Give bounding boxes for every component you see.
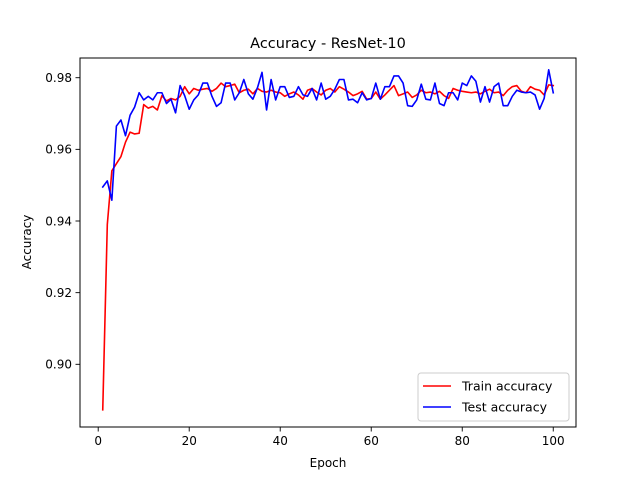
x-tick-label: 0: [94, 434, 102, 448]
series-lines: [101, 69, 555, 411]
y-tick-label: 0.96: [45, 143, 72, 157]
y-axis-ticks: 0.90 0.92 0.94 0.96 0.98: [45, 71, 80, 372]
y-axis-label: Accuracy: [20, 215, 34, 270]
x-tick-label: 100: [542, 434, 565, 448]
series-line-test: [101, 69, 555, 202]
chart-title: Accuracy - ResNet-10: [250, 36, 406, 52]
legend-box: [417, 372, 570, 422]
y-tick-label: 0.98: [45, 71, 72, 85]
legend: Train accuracy Test accuracy: [417, 372, 570, 422]
x-tick-label: 20: [182, 434, 197, 448]
x-tick-label: 40: [273, 434, 288, 448]
plot-frame: [79, 57, 577, 428]
y-tick-label: 0.92: [45, 286, 72, 300]
y-tick-label: 0.90: [45, 358, 72, 372]
y-tick-label: 0.94: [45, 214, 72, 228]
x-tick-label: 80: [455, 434, 470, 448]
legend-label-test: Test accuracy: [461, 400, 548, 415]
x-axis-label: Epoch: [310, 456, 347, 470]
x-tick-label: 60: [364, 434, 379, 448]
x-axis-ticks: 0 20 40 60 80 100: [94, 427, 565, 448]
legend-label-train: Train accuracy: [461, 379, 553, 394]
